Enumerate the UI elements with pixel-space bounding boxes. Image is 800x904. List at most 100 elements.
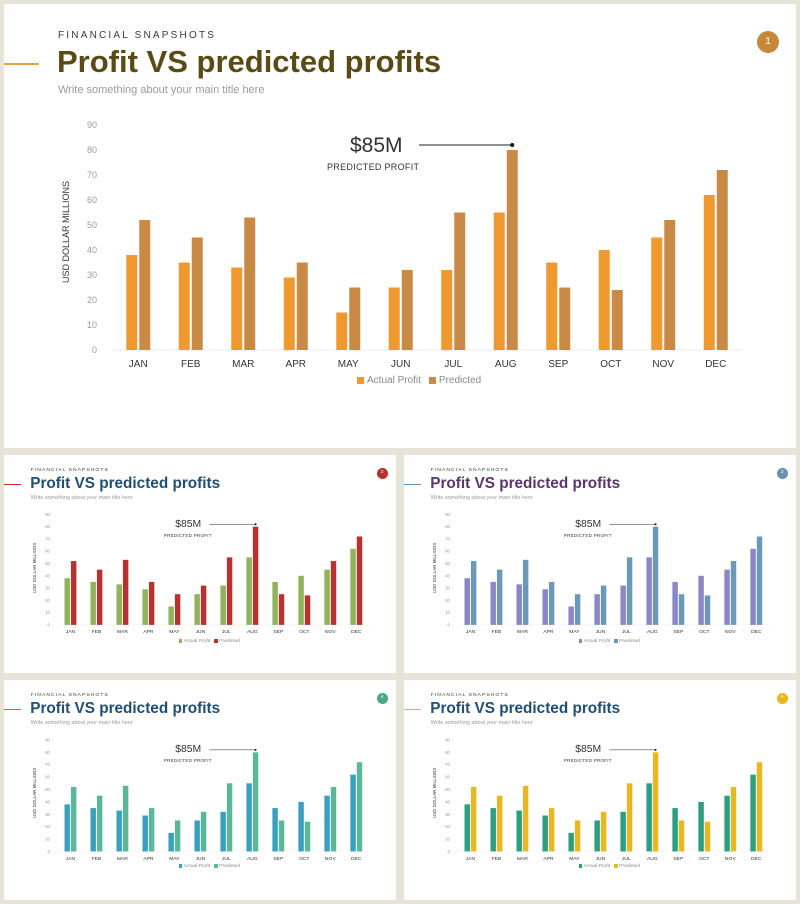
- bar-actual-apr: [542, 815, 548, 852]
- bar-actual-jun: [388, 287, 400, 350]
- y-tick-label: 50: [445, 787, 450, 792]
- slide-main: FINANCIAL SNAPSHOTS Profit VS predicted p…: [4, 4, 796, 448]
- bar-predicted-jan: [70, 787, 77, 852]
- bar-predicted-may: [574, 594, 581, 625]
- y-tick-label: 90: [445, 737, 450, 742]
- callout-label: PREDICTED PROFIT: [563, 533, 612, 539]
- bar-actual-dec: [350, 548, 356, 625]
- chart-legend: Actual Profit Predicted: [178, 864, 240, 869]
- legend-swatch: [357, 377, 364, 384]
- y-tick-label: 60: [87, 195, 97, 205]
- chart-legend: Actual Profit Predicted: [578, 639, 640, 644]
- x-tick-label: JUL: [222, 856, 231, 862]
- bar-predicted-may: [174, 594, 181, 625]
- y-tick-label: 40: [445, 799, 450, 804]
- bar-predicted-jul: [454, 212, 466, 350]
- callout-dot: [510, 143, 515, 147]
- bar-predicted-jun: [600, 811, 607, 852]
- slide-thumbnail-yellow[interactable]: FINANCIAL SNAPSHOTS Profit VS predicted p…: [404, 680, 796, 900]
- slide-thumbnail-teal[interactable]: FINANCIAL SNAPSHOTS Profit VS predicted p…: [4, 680, 396, 900]
- page-title: Profit VS predicted profits: [57, 44, 442, 79]
- page-subtitle: Write something about your main title he…: [30, 719, 133, 726]
- bar-predicted-apr: [548, 581, 555, 625]
- x-tick-label: AUG: [247, 629, 258, 635]
- page-subtitle: Write something about your main title he…: [430, 494, 533, 501]
- bar-actual-aug: [246, 783, 252, 852]
- x-tick-label: OCT: [699, 629, 709, 635]
- y-tick-label: 70: [445, 536, 450, 541]
- x-tick-label: JAN: [66, 629, 76, 635]
- bar-predicted-dec: [356, 762, 363, 852]
- x-tick-label: NOV: [725, 629, 736, 635]
- x-tick-label: MAY: [169, 856, 180, 862]
- bar-predicted-aug: [652, 752, 659, 852]
- y-tick-label: 10: [45, 837, 50, 842]
- x-tick-label: JUL: [622, 856, 631, 862]
- y-tick-label: 60: [45, 549, 50, 554]
- bar-predicted-sep: [678, 594, 685, 625]
- bar-predicted-nov: [330, 561, 337, 625]
- bar-chart: 0 10 20 30 40 50 60 70 80 90 JAN FEB MAR APR MAY JUN JUL…: [87, 120, 742, 370]
- y-axis-title: USD DOLLAR MILLIONS: [32, 767, 38, 819]
- legend-swatch: [578, 864, 583, 868]
- y-tick-label: 50: [87, 220, 97, 230]
- bar-predicted-feb: [191, 237, 203, 350]
- bar-predicted-oct: [304, 821, 311, 852]
- legend-swatch: [614, 864, 618, 868]
- bar-predicted-jan: [70, 561, 77, 625]
- x-tick-label: NOV: [652, 359, 674, 370]
- bar-actual-mar: [116, 584, 122, 625]
- bar-actual-jan: [126, 255, 138, 350]
- chart-legend: Actual Profit Predicted: [178, 638, 241, 644]
- kicker-label: FINANCIAL SNAPSHOTS: [58, 30, 217, 41]
- bar-predicted-feb: [496, 569, 503, 625]
- y-tick-label: 80: [45, 750, 50, 755]
- bar-actual-mar: [231, 267, 243, 350]
- bar-actual-feb: [490, 808, 496, 852]
- bar-actual-sep: [672, 808, 678, 852]
- y-tick-label: 80: [87, 145, 97, 155]
- bar-actual-aug: [246, 557, 252, 625]
- bar-actual-jul: [220, 811, 226, 852]
- bar-actual-nov: [724, 569, 730, 625]
- slide-thumbnail-purple[interactable]: FINANCIAL SNAPSHOTS Profit VS predicted p…: [404, 455, 796, 673]
- x-tick-label: JUN: [596, 856, 606, 862]
- bar-actual-nov: [724, 795, 730, 852]
- callout-label: PREDICTED PROFIT: [563, 758, 612, 764]
- bar-predicted-feb: [96, 569, 103, 625]
- slide-number-badge: 5: [776, 693, 788, 705]
- bar-actual-nov: [324, 795, 330, 852]
- y-tick-label: 50: [45, 787, 50, 792]
- chart-legend: Actual Profit Predicted: [578, 864, 640, 869]
- x-tick-label: AUG: [495, 359, 517, 370]
- bar-predicted-jul: [626, 557, 633, 625]
- legend-label: Predicted: [219, 638, 241, 644]
- bar-actual-oct: [298, 575, 304, 625]
- bar-chart: 0 10 20 30 40 50 60 70 80 90 JAN FEB MAR APR MAY JUN JUL…: [45, 512, 370, 635]
- x-tick-label: JAN: [129, 359, 148, 370]
- y-tick-label: 10: [445, 837, 450, 842]
- bar-predicted-jan: [470, 561, 477, 625]
- x-tick-label: AUG: [647, 856, 658, 862]
- bar-actual-dec: [350, 774, 356, 852]
- bar-actual-aug: [493, 212, 505, 350]
- bar-actual-jul: [620, 585, 626, 625]
- x-tick-label: AUG: [247, 856, 258, 862]
- page-title: Profit VS predicted profits: [30, 474, 221, 492]
- x-tick-label: NOV: [325, 856, 336, 862]
- bar-actual-sep: [672, 581, 678, 625]
- x-tick-label: SEP: [273, 629, 284, 635]
- callout-value: $85M: [575, 744, 602, 756]
- bar-actual-jan: [464, 804, 470, 852]
- bar-predicted-sep: [278, 820, 285, 852]
- y-tick-label: 80: [445, 750, 450, 755]
- page-title: Profit VS predicted profits: [30, 699, 221, 717]
- x-tick-label: JUL: [222, 629, 231, 635]
- legend-swatch: [178, 864, 183, 868]
- y-tick-label: 30: [445, 586, 450, 591]
- callout-dot: [254, 523, 257, 526]
- slide-thumbnail-red[interactable]: FINANCIAL SNAPSHOTS Profit VS predicted p…: [4, 455, 396, 673]
- bar-actual-aug: [646, 557, 652, 625]
- bar-predicted-jul: [626, 783, 633, 852]
- bar-actual-nov: [651, 237, 663, 350]
